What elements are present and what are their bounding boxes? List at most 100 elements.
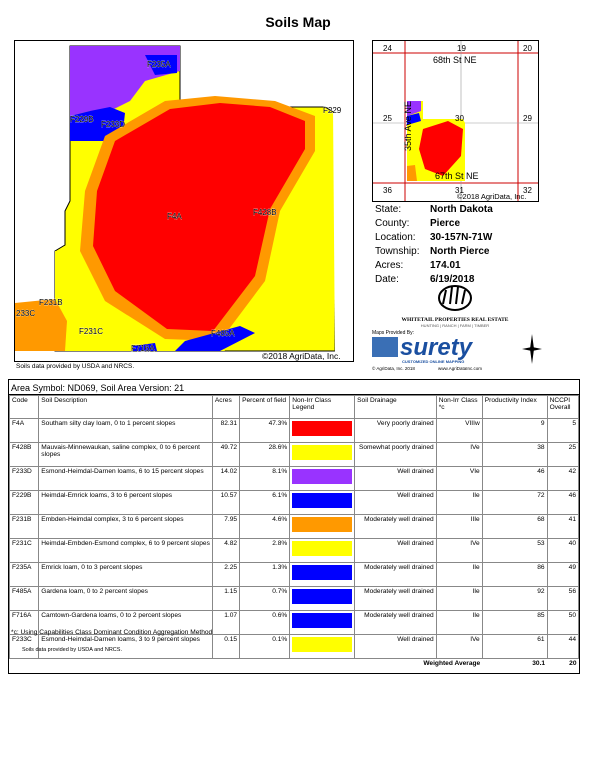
soil-f485a (175, 326, 255, 351)
map-label-f233d: F233D (101, 120, 125, 129)
whitetail-name: WHITETAIL PROPERTIES REAL ESTATE (401, 317, 509, 323)
cell-code: F716A (8, 610, 40, 635)
legend-color-swatch (292, 637, 353, 652)
cell-acres: 0.15 (211, 634, 241, 659)
cell-nccpi: 50 (546, 610, 580, 635)
cell-description: Mauvais-Minnewaukan, saline complex, 0 t… (38, 442, 213, 467)
cell-legend-swatch (289, 490, 356, 515)
cell-nccpi: 25 (546, 442, 580, 467)
section-25: 25 (383, 114, 392, 123)
cell-drainage: Moderately well drained (354, 514, 437, 539)
table-row: F235A Emrick loam, 0 to 3 percent slopes 2… (8, 562, 580, 587)
cell-productivity: 61 (481, 634, 548, 659)
cell-legend-swatch (289, 466, 356, 491)
cell-drainage: Very poorly drained (354, 418, 437, 443)
cell-acres: 14.02 (211, 466, 241, 491)
info-location: Location: 30-157N-71W (375, 232, 492, 243)
legend-color-swatch (292, 613, 353, 628)
soil-f716a (133, 343, 157, 351)
cell-class: IIe (435, 586, 483, 611)
cell-productivity: 68 (481, 514, 548, 539)
cell-code: F4A (8, 418, 40, 443)
cell-productivity: 92 (481, 586, 548, 611)
cell-class: VIe (435, 466, 483, 491)
legend-color-swatch (292, 469, 353, 484)
cell-percent: 6.1% (239, 490, 291, 515)
cell-legend-swatch (289, 586, 356, 611)
header-acres: Acres (211, 395, 241, 419)
info-label: County: (375, 218, 410, 229)
cell-percent: 0.1% (239, 634, 291, 659)
locator-field-blue (407, 113, 421, 125)
cell-percent: 28.6% (239, 442, 291, 467)
legend-color-swatch (292, 493, 353, 508)
header-class: Non-Irr Class *c (435, 395, 483, 419)
cell-percent: 4.6% (239, 514, 291, 539)
cell-percent: 0.6% (239, 610, 291, 635)
info-acres: Acres: 174.01 (375, 260, 461, 271)
header-percent: Percent of field (239, 395, 291, 419)
info-date: Date: 6/19/2018 (375, 274, 475, 285)
cell-description: Esmond-Heimdal-Darnen loams, 3 to 9 perc… (38, 634, 213, 659)
road-35th: 35th Ave NE (403, 101, 413, 151)
cell-drainage: Somewhat poorly drained (354, 442, 437, 467)
cell-acres: 1.07 (211, 610, 241, 635)
cell-nccpi: 49 (546, 562, 580, 587)
cell-productivity: 9 (481, 418, 548, 443)
cell-drainage: Moderately well drained (354, 562, 437, 587)
cell-acres: 10.57 (211, 490, 241, 515)
info-label: Acres: (375, 260, 404, 271)
road-68th: 68th St NE (433, 55, 477, 65)
soil-f231c (55, 251, 225, 351)
legend-color-swatch (292, 445, 353, 460)
legend-color-swatch (292, 421, 353, 436)
section-24: 24 (383, 44, 392, 53)
soil-f235a (145, 55, 177, 75)
cell-code: F233D (8, 466, 40, 491)
cell-class: IIe (435, 562, 483, 587)
cell-drainage: Moderately well drained (354, 586, 437, 611)
legend-color-swatch (292, 541, 353, 556)
antler-icon (438, 285, 472, 311)
cell-description: Southam silty clay loam, 0 to 1 percent … (38, 418, 213, 443)
cell-class: IIe (435, 610, 483, 635)
map-label-f229: F229 (323, 106, 342, 115)
cell-legend-swatch (289, 634, 356, 659)
cell-description: Heimdal-Emrick loams, 3 to 6 percent slo… (38, 490, 213, 515)
cell-acres: 7.95 (211, 514, 241, 539)
map-label-233c: 233C (16, 309, 35, 318)
cell-productivity: 38 (481, 442, 548, 467)
info-value: Pierce (430, 218, 461, 229)
cell-code: F233C (8, 634, 40, 659)
legend-color-swatch (292, 589, 353, 604)
cell-description: Embden-Heimdal complex, 3 to 6 percent s… (38, 514, 213, 539)
cell-nccpi: 5 (546, 418, 580, 443)
soil-f231b (15, 299, 67, 351)
cell-percent: 47.3% (239, 418, 291, 443)
cell-description: Heimdal-Embden-Esmond complex, 6 to 9 pe… (38, 538, 213, 563)
surety-url: www.AgriDataInc.com (438, 366, 483, 371)
bottom-source-note: Soils data provided by USDA and NRCS. (22, 647, 122, 653)
info-state: State: North Dakota (375, 204, 493, 215)
map-label-f235a: F235A (147, 60, 171, 69)
info-label: Location: (375, 232, 416, 243)
header-drainage: Soil Drainage (354, 395, 437, 419)
cell-productivity: 86 (481, 562, 548, 587)
cell-class: IVe (435, 634, 483, 659)
info-township: Township: North Pierce (375, 246, 489, 257)
locator-field-orange (407, 165, 417, 181)
cell-nccpi: 56 (546, 586, 580, 611)
page-title: Soils Map (265, 14, 331, 30)
cell-percent: 1.3% (239, 562, 291, 587)
map-copyright: ©2018 AgriData, Inc. (262, 351, 341, 361)
locator-map[interactable]: 24 19 20 25 30 29 36 31 32 68th St NE 67… (372, 40, 539, 202)
table-row: F485A Gardena loam, 0 to 2 percent slopes… (8, 586, 580, 611)
header-description: Soil Description (38, 395, 213, 419)
cell-code: F229B (8, 490, 40, 515)
soils-map[interactable]: F235A F229B F233D F229 F4A F428B F231B 2… (14, 40, 354, 362)
cell-code: F485A (8, 586, 40, 611)
section-29: 29 (523, 114, 532, 123)
info-value: North Dakota (430, 204, 493, 215)
cell-nccpi: 42 (546, 466, 580, 491)
table-row: F231B Embden-Heimdal complex, 3 to 6 perc… (8, 514, 580, 539)
